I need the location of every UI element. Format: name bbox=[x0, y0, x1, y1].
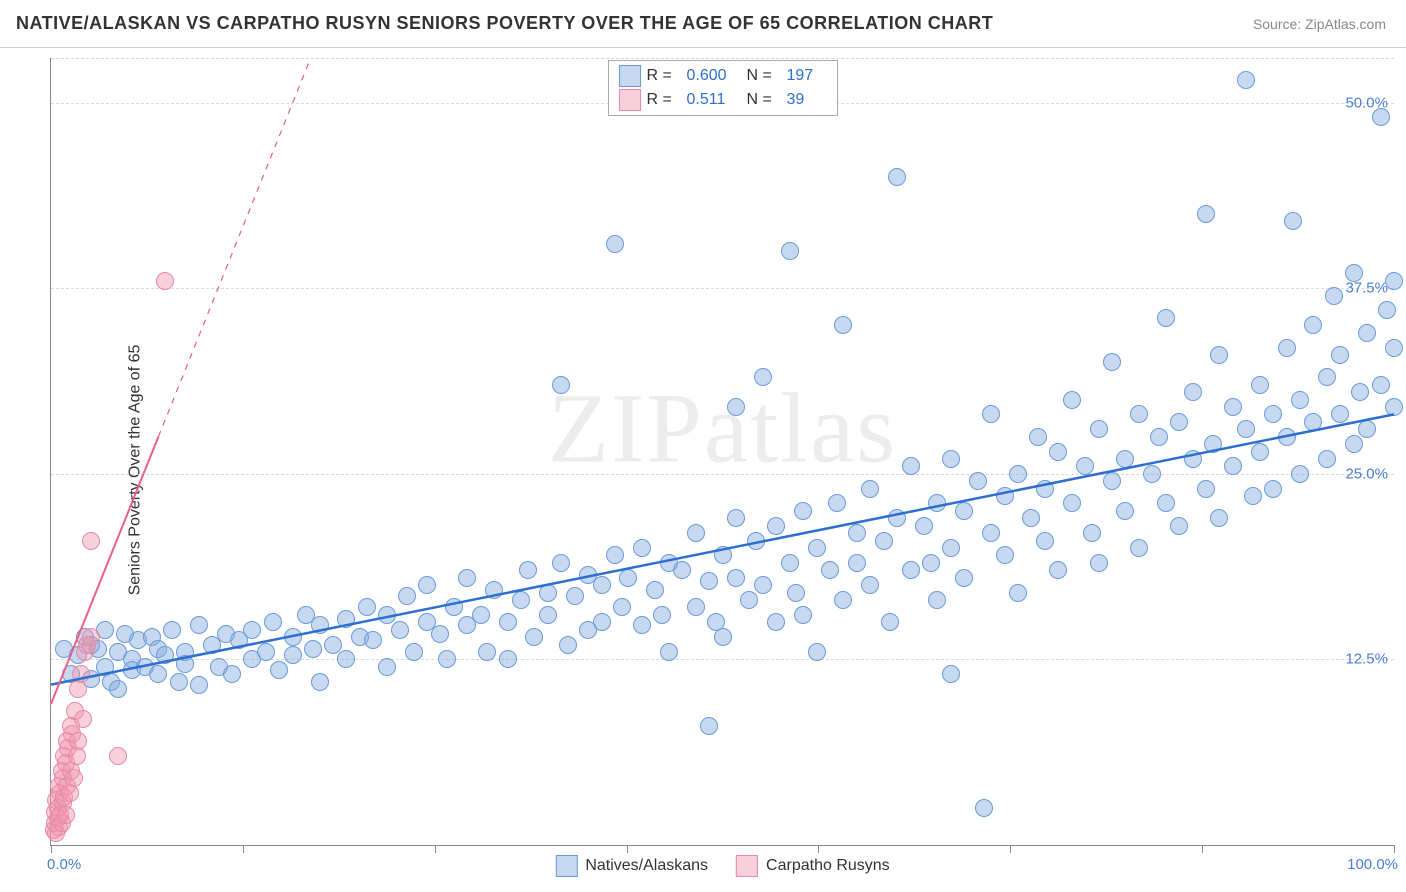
legend-r-label-0: R = bbox=[647, 67, 687, 85]
plot-area: ZIPatlas R = 0.600 N = 197 R = 0.511 N =… bbox=[50, 58, 1394, 846]
legend-n-label-0: N = bbox=[747, 67, 787, 85]
plot-container: Seniors Poverty Over the Age of 65 ZIPat… bbox=[0, 48, 1406, 892]
x-tick bbox=[1010, 845, 1011, 853]
legend-swatch-1 bbox=[619, 89, 641, 111]
series-swatch-0 bbox=[555, 855, 577, 877]
correlation-legend: R = 0.600 N = 197 R = 0.511 N = 39 bbox=[608, 60, 838, 116]
source-prefix: Source: bbox=[1253, 16, 1305, 32]
legend-n-value-0: 197 bbox=[787, 67, 827, 85]
x-min-label: 0.0% bbox=[47, 856, 81, 873]
x-tick bbox=[243, 845, 244, 853]
legend-swatch-0 bbox=[619, 65, 641, 87]
series-legend: Natives/Alaskans Carpatho Rusyns bbox=[555, 855, 889, 877]
series-swatch-1 bbox=[736, 855, 758, 877]
series-legend-item-0: Natives/Alaskans bbox=[555, 855, 708, 877]
x-tick bbox=[818, 845, 819, 853]
trendlines-svg bbox=[51, 58, 1394, 845]
series-name-0: Natives/Alaskans bbox=[585, 857, 708, 874]
x-tick bbox=[1394, 845, 1395, 853]
x-tick bbox=[51, 845, 52, 853]
chart-source: Source: ZipAtlas.com bbox=[1253, 16, 1386, 32]
chart-header: NATIVE/ALASKAN VS CARPATHO RUSYN SENIORS… bbox=[0, 0, 1406, 48]
series-legend-item-1: Carpatho Rusyns bbox=[736, 855, 890, 877]
x-max-label: 100.0% bbox=[1347, 856, 1398, 873]
chart-title: NATIVE/ALASKAN VS CARPATHO RUSYN SENIORS… bbox=[16, 13, 993, 34]
x-tick bbox=[435, 845, 436, 853]
x-tick bbox=[1202, 845, 1203, 853]
legend-n-label-1: N = bbox=[747, 91, 787, 109]
legend-n-value-1: 39 bbox=[787, 91, 827, 109]
legend-r-value-1: 0.511 bbox=[687, 91, 747, 109]
x-tick bbox=[627, 845, 628, 853]
series-name-1: Carpatho Rusyns bbox=[766, 857, 890, 874]
source-name: ZipAtlas.com bbox=[1305, 16, 1386, 32]
legend-r-label-1: R = bbox=[647, 91, 687, 109]
legend-r-value-0: 0.600 bbox=[687, 67, 747, 85]
